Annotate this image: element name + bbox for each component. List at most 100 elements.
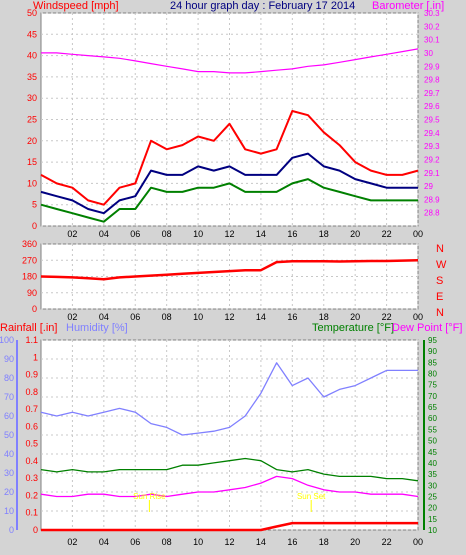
x-tick-label: 18 — [319, 537, 329, 547]
wind-tick-label: 45 — [27, 29, 37, 39]
wind-tick-label: 0 — [32, 221, 37, 231]
barometer-tick-label: 29 — [424, 182, 433, 191]
x-tick-label: 00 — [413, 537, 423, 547]
x-tick-label: 14 — [256, 229, 266, 239]
x-tick-label: 22 — [382, 312, 392, 322]
rainfall-label: Rainfall [.in] — [0, 322, 57, 334]
humidity-tick-label: 90 — [4, 354, 14, 364]
x-tick-label: 12 — [224, 312, 234, 322]
wind-tick-label: 20 — [27, 136, 37, 146]
temperature-tick-label: 50 — [428, 437, 437, 446]
x-tick-label: 02 — [67, 537, 77, 547]
barometer-label: Barometer [.in] — [372, 0, 444, 12]
x-tick-label: 06 — [130, 312, 140, 322]
x-tick-label: 20 — [350, 537, 360, 547]
temperature-tick-label: 80 — [428, 370, 437, 379]
temperature-tick-label: 75 — [428, 381, 437, 390]
temperature-tick-label: 30 — [428, 481, 437, 490]
wind-tick-label: 35 — [27, 72, 37, 82]
chart-marks: 02 04 06 08 10 12 14 16 18 20 22 000510152025303540… — [0, 8, 447, 547]
temperature-tick-label: 55 — [428, 425, 437, 434]
temperature-tick-label: 90 — [428, 347, 437, 356]
wind-series-line-1 — [40, 152, 418, 215]
x-tick-label: 16 — [287, 229, 297, 239]
compass-label: W — [436, 259, 447, 271]
humidity-tick-label: 40 — [4, 449, 14, 459]
wind-tick-label: 5 — [32, 200, 37, 210]
barometer-tick-label: 29.7 — [424, 89, 440, 98]
rain-tick-label: 0.4 — [25, 456, 38, 466]
x-tick-label: 08 — [162, 312, 172, 322]
x-tick-label: 18 — [319, 229, 329, 239]
weather-series-line-2 — [40, 475, 419, 498]
x-tick-label: 22 — [382, 229, 392, 239]
humidity-tick-label: 100 — [0, 335, 14, 345]
x-tick-label: 14 — [256, 537, 266, 547]
barometer-tick-label: 29.2 — [424, 155, 440, 164]
barometer-tick-label: 29.8 — [424, 76, 440, 85]
x-tick-label: 18 — [319, 312, 329, 322]
compass-label: S — [436, 275, 443, 287]
barometer-tick-label: 29.4 — [424, 129, 440, 138]
temperature-tick-label: 85 — [428, 358, 437, 367]
wind-tick-label: 15 — [27, 157, 37, 167]
direction-tick-label: 270 — [22, 255, 37, 265]
rain-tick-label: 0 — [33, 525, 38, 535]
compass-label: E — [436, 291, 443, 303]
sun-annotation: Sun Set — [297, 492, 326, 501]
rain-tick-label: 0.1 — [25, 508, 38, 518]
temperature-tick-label: 95 — [428, 336, 437, 345]
sun-annotation: Sun Rise — [133, 492, 166, 501]
barometer-tick-label: 29.9 — [424, 62, 440, 71]
wind-series-line-3 — [41, 48, 419, 74]
x-tick-label: 00 — [413, 312, 423, 322]
barometer-tick-label: 29.5 — [424, 116, 440, 125]
rain-tick-label: 0.9 — [25, 370, 38, 380]
temperature-tick-label: 25 — [428, 492, 437, 501]
temperature-label: Temperature [°F] — [312, 322, 394, 334]
x-tick-label: 22 — [382, 537, 392, 547]
temperature-tick-label: 65 — [428, 403, 437, 412]
humidity-tick-label: 50 — [4, 430, 14, 440]
wind-series-line-2 — [40, 178, 418, 223]
rain-tick-label: 0.7 — [25, 404, 38, 414]
weather-series-line-3 — [41, 521, 418, 532]
x-tick-label: 04 — [99, 537, 109, 547]
x-tick-label: 08 — [162, 537, 172, 547]
barometer-tick-label: 30.2 — [424, 22, 440, 31]
direction-tick-label: 360 — [22, 239, 37, 249]
humidity-tick-label: 60 — [4, 411, 14, 421]
humidity-tick-label: 30 — [4, 468, 14, 478]
wind-tick-label: 50 — [27, 8, 37, 18]
direction-tick-label: 0 — [32, 304, 37, 314]
humidity-tick-label: 20 — [4, 487, 14, 497]
x-tick-label: 12 — [224, 229, 234, 239]
weather-series-line-0 — [40, 362, 418, 436]
barometer-tick-label: 30.3 — [424, 9, 440, 18]
x-tick-label: 00 — [413, 229, 423, 239]
x-tick-label: 16 — [287, 312, 297, 322]
wind-tick-label: 10 — [27, 178, 37, 188]
wind-tick-label: 40 — [27, 51, 37, 61]
direction-tick-label: 90 — [27, 288, 37, 298]
temperature-tick-label: 60 — [428, 414, 437, 423]
x-tick-label: 06 — [130, 537, 140, 547]
barometer-tick-label: 29.6 — [424, 102, 440, 111]
wind-series-line-0 — [40, 110, 419, 206]
temperature-tick-label: 70 — [428, 392, 437, 401]
humidity-tick-label: 80 — [4, 373, 14, 383]
x-tick-label: 20 — [350, 229, 360, 239]
rain-tick-label: 0.6 — [25, 421, 38, 431]
compass-label: N — [436, 307, 444, 319]
x-tick-label: 10 — [193, 312, 203, 322]
humidity-tick-label: 10 — [4, 506, 14, 516]
windspeed-label: Windspeed [mph] — [33, 0, 119, 12]
wind-tick-label: 25 — [27, 115, 37, 125]
x-tick-label: 04 — [99, 229, 109, 239]
x-tick-label: 16 — [287, 537, 297, 547]
x-tick-label: 14 — [256, 312, 266, 322]
rain-tick-label: 1.1 — [25, 335, 38, 345]
direction-series-line-0 — [40, 259, 419, 281]
barometer-tick-label: 30.1 — [424, 36, 440, 45]
x-tick-label: 12 — [224, 537, 234, 547]
